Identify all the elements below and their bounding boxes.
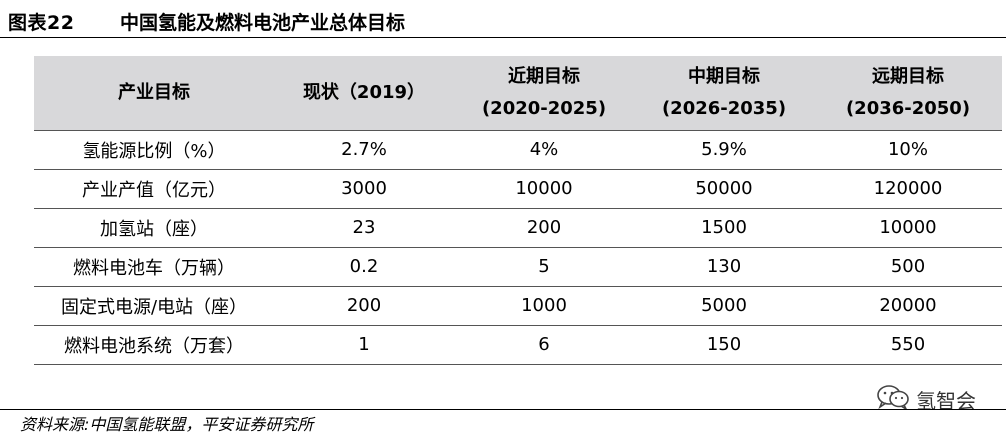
table-row: 加氢站（座） 23 200 1500 10000 [34, 208, 1002, 247]
header-mid-term: 中期目标 (2026-2035) [634, 56, 814, 130]
header-label: 远期目标 [872, 65, 944, 87]
watermark: 氢智会 [876, 384, 976, 414]
table-cell: 23 [352, 217, 376, 238]
table-cell: 130 [706, 256, 742, 277]
table-cell: 200 [346, 295, 382, 316]
table-cell: 2.7% [341, 139, 387, 160]
table-cell: 50000 [695, 178, 753, 199]
figure-title: 中国氢能及燃料电池产业总体目标 [120, 12, 406, 34]
table-cell: 200 [526, 217, 562, 238]
table-header-row: 产业目标 现状（2019） 近期目标 (2020-2025) 中期目标 (202… [34, 56, 1002, 130]
table-cell: 4% [529, 139, 559, 160]
table-cell: 5 [538, 256, 550, 277]
row-label: 固定式电源/电站（座） [60, 296, 248, 318]
header-label: 产业目标 [118, 81, 190, 103]
table-cell: 120000 [873, 178, 943, 199]
table-cell: 550 [890, 334, 926, 356]
table-cell: 1500 [701, 217, 747, 238]
header-period: (2036-2050) [845, 97, 971, 119]
header-industry-target: 产业目标 [34, 56, 274, 130]
table-cell: 5.9% [701, 139, 747, 160]
table-cell: 5000 [701, 295, 747, 316]
table-row: 固定式电源/电站（座） 200 1000 5000 20000 [34, 286, 1002, 325]
watermark-text: 氢智会 [916, 388, 976, 413]
header-current-status: 现状（2019） [274, 56, 454, 130]
table-row: 燃料电池系统（万套） 1 6 150 550 [34, 325, 1002, 364]
row-label: 产业产值（亿元） [82, 179, 226, 201]
header-period: (2026-2035) [661, 97, 787, 119]
targets-table-container: 产业目标 现状（2019） 近期目标 (2020-2025) 中期目标 (202… [34, 56, 1002, 365]
table-cell: 20000 [879, 295, 937, 316]
table-cell: 150 [706, 334, 742, 356]
table-cell: 3000 [341, 178, 387, 199]
table-cell: 10000 [515, 178, 573, 199]
table-cell: 10000 [879, 217, 937, 238]
table-cell: 0.2 [349, 256, 379, 277]
row-label: 燃料电池车（万辆） [73, 257, 235, 279]
table-cell: 6 [538, 334, 550, 356]
table-cell: 1000 [521, 295, 567, 316]
footer-divider [0, 409, 1006, 410]
header-near-term: 近期目标 (2020-2025) [454, 56, 634, 130]
source-note: 资料来源:中国氢能联盟，平安证券研究所 [20, 415, 314, 434]
row-label: 燃料电池系统（万套） [64, 335, 244, 357]
table-cell: 500 [890, 256, 926, 277]
wechat-icon [876, 384, 910, 414]
table-row: 燃料电池车（万辆） 0.2 5 130 500 [34, 247, 1002, 286]
figure-number: 图表22 [8, 12, 75, 34]
header-label: 现状（2019） [302, 81, 426, 103]
header-label: 中期目标 [688, 65, 760, 87]
row-label: 加氢站（座） [100, 218, 208, 240]
header-period: (2020-2025) [481, 97, 607, 119]
table-row: 产业产值（亿元） 3000 10000 50000 120000 [34, 169, 1002, 208]
header-long-term: 远期目标 (2036-2050) [814, 56, 1002, 130]
figure-header: 图表22 中国氢能及燃料电池产业总体目标 [0, 0, 1006, 38]
targets-table: 产业目标 现状（2019） 近期目标 (2020-2025) 中期目标 (202… [34, 56, 1002, 364]
header-label: 近期目标 [508, 65, 580, 87]
row-label: 氢能源比例（%） [82, 140, 226, 162]
table-cell: 10% [887, 139, 928, 160]
table-row: 氢能源比例（%） 2.7% 4% 5.9% 10% [34, 130, 1002, 169]
table-cell: 1 [358, 334, 370, 356]
